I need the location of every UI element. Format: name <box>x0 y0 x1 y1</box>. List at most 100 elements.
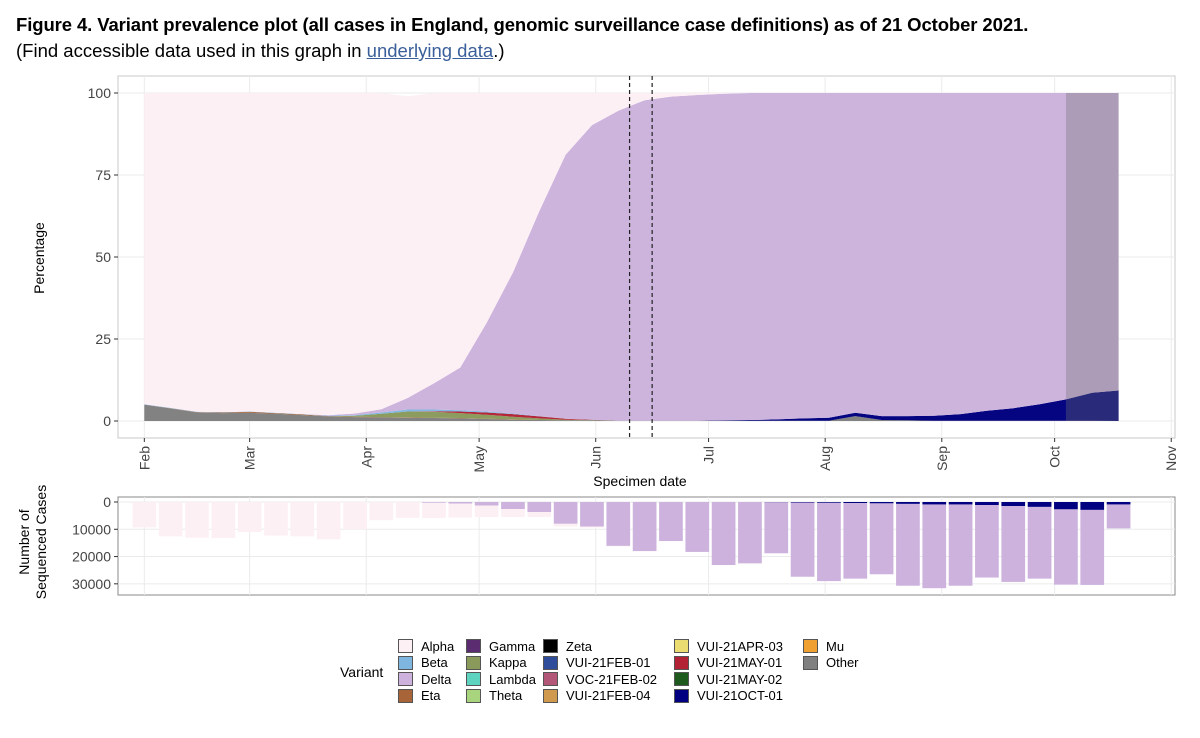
sequenced-cases-chart: 0 10000 20000 30000 Number ofSequenced Case… <box>16 485 1176 599</box>
bar-axes: 0 10000 20000 30000 <box>72 494 118 592</box>
bar-alpha <box>553 523 578 527</box>
x-axis-label: Specimen date <box>593 473 687 489</box>
bar-alpha <box>211 502 236 538</box>
x-tick-label: Nov <box>1163 446 1179 471</box>
bar-delta <box>790 502 815 577</box>
legend-item: VUI-21APR-03 <box>674 638 783 655</box>
y-tick-label: 0 <box>103 413 111 429</box>
legend-swatch <box>543 672 558 687</box>
legend-label: Eta <box>421 688 441 704</box>
bar-vui-21oct-01 <box>975 502 999 505</box>
legend-label: Other <box>826 655 859 671</box>
area-alpha <box>144 93 1119 416</box>
underlying-data-link[interactable]: underlying data <box>366 40 494 61</box>
figure-subtitle: (Find accessible data used in this graph… <box>16 40 505 62</box>
area-kappa <box>144 404 1119 421</box>
bar-alpha <box>606 545 631 547</box>
bar-delta <box>606 502 631 546</box>
area-vui-21oct-01 <box>144 390 1119 421</box>
bar-y-axis-label: Number ofSequenced Cases <box>16 485 49 599</box>
main-overlay <box>628 76 1119 438</box>
legend-swatch <box>398 672 413 687</box>
legend-item: VUI-21MAY-02 <box>674 671 783 688</box>
legend-swatch <box>466 688 481 703</box>
bar-alpha <box>422 502 446 519</box>
bar-vui-21oct-01 <box>1054 502 1078 510</box>
x-tick-label: Aug <box>817 446 833 471</box>
x-tick-label: Jun <box>588 446 604 469</box>
bar-delta <box>474 502 499 506</box>
bar-delta <box>659 502 683 541</box>
legend-label: Lambda <box>489 671 536 687</box>
legend-swatch <box>543 639 558 654</box>
legend-label: VUI-21MAY-02 <box>697 671 783 687</box>
legend-label: VUI-21FEB-04 <box>566 688 651 704</box>
x-tick-label: May <box>471 446 487 472</box>
y-tick-label: 50 <box>95 249 111 265</box>
bar-delta <box>764 502 789 554</box>
legend-label: Beta <box>421 655 448 671</box>
legend-label: Gamma <box>489 638 536 654</box>
legend-swatch <box>543 688 558 703</box>
legend-label: VUI-21MAY-01 <box>697 655 783 671</box>
bar-delta <box>422 502 446 503</box>
legend-item: Delta <box>398 671 454 688</box>
legend-column-1: Alpha Beta Delta Eta <box>398 638 454 704</box>
legend-label: Kappa <box>489 655 527 671</box>
legend-label: Delta <box>421 671 452 687</box>
legend-item: Eta <box>398 688 454 705</box>
bar-delta <box>448 502 473 504</box>
variant-prevalence-chart: 0 25 50 75 100 Feb Mar Apr May Jun Jul Aug Sep Oct Nov… <box>31 75 1180 489</box>
legend-column-4: VUI-21APR-03 VUI-21MAY-01 VUI-21MAY-02 VUI-… <box>674 638 783 704</box>
bar-delta <box>817 502 841 582</box>
y-tick-label: 25 <box>95 331 111 347</box>
legend-swatch <box>803 655 818 670</box>
bar-alpha <box>185 502 209 538</box>
bar-delta <box>1080 509 1105 585</box>
bar-delta <box>922 504 947 589</box>
bar-vui-21oct-01 <box>790 502 815 503</box>
bar-y-tick-label: 20000 <box>72 549 111 565</box>
bar-delta <box>1027 506 1052 579</box>
legend-item: Theta <box>466 688 536 705</box>
bar-delta <box>948 504 973 586</box>
bar-y-tick-label: 10000 <box>72 521 111 537</box>
bar-delta <box>896 503 920 586</box>
x-tick-label: Mar <box>242 446 258 470</box>
legend-label: VUI-21OCT-01 <box>697 688 783 704</box>
legend-swatch <box>398 639 413 654</box>
x-tick-label: Feb <box>136 446 152 470</box>
legend-item: Kappa <box>466 655 536 672</box>
legend-swatch <box>674 639 689 654</box>
main-areas <box>144 93 1119 421</box>
bar-y-label-line-2: Sequenced Cases <box>33 485 49 599</box>
y-tick-label: 75 <box>95 167 111 183</box>
legend-item: VUI-21FEB-04 <box>543 688 657 705</box>
bar-vui-21oct-01 <box>1027 502 1052 507</box>
legend-swatch <box>466 672 481 687</box>
bar-delta <box>580 502 604 527</box>
x-tick-label: Jul <box>701 446 717 464</box>
legend-item: VUI-21OCT-01 <box>674 688 783 705</box>
bar-alpha <box>132 502 157 528</box>
figure-title: Figure 4. Variant prevalence plot (all c… <box>16 14 1029 35</box>
bar-delta <box>975 505 999 578</box>
bar-delta <box>1106 504 1131 529</box>
legend-label: Zeta <box>566 638 593 654</box>
bar-alpha <box>158 502 183 537</box>
main-axes: 0 25 50 75 100 Feb Mar Apr May Jun Jul Aug Sep Oct Nov <box>88 85 1180 472</box>
bar-y-label-line-1: Number of <box>16 509 32 574</box>
legend-item: VUI-21FEB-01 <box>543 655 657 672</box>
bar-vui-21oct-01 <box>817 502 841 503</box>
legend-label: Alpha <box>421 638 455 654</box>
bar-delta <box>843 503 868 579</box>
bar-alpha <box>316 502 341 540</box>
bar-bars <box>132 502 1131 589</box>
bar-alpha <box>501 509 525 517</box>
bar-alpha <box>369 502 394 521</box>
bar-vui-21oct-01 <box>896 502 920 504</box>
bar-delta <box>711 502 736 565</box>
legend-swatch <box>398 655 413 670</box>
bar-alpha <box>448 503 473 518</box>
legend-column-5: Mu Other <box>803 638 859 671</box>
